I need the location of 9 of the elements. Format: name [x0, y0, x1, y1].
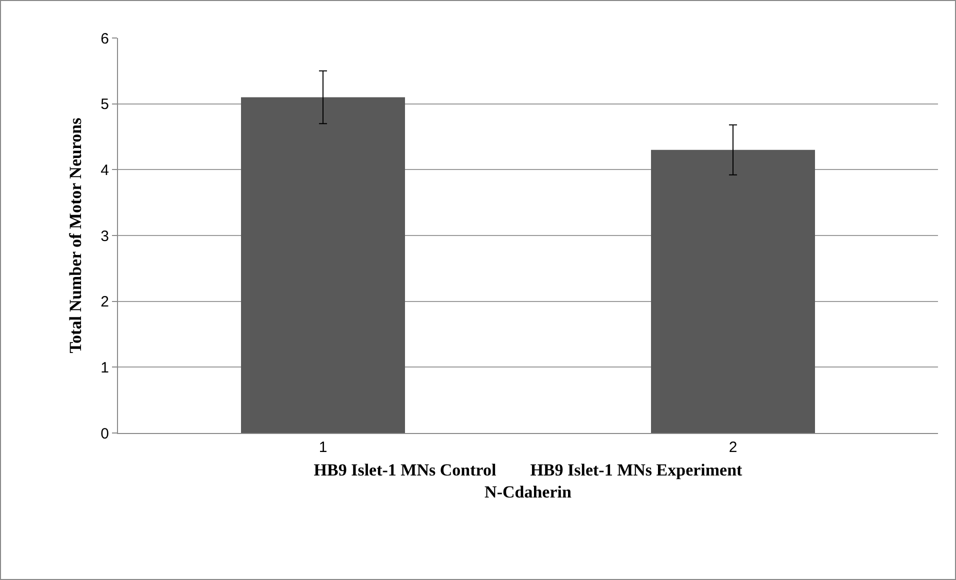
y-tick-label: 3 [100, 228, 109, 245]
y-tick-label: 1 [100, 359, 109, 376]
y-tick-label: 4 [100, 162, 109, 179]
x-axis-title: HB9 Islet-1 MNs Control HB9 Islet-1 MNs Experiment N-Cdaherin [314, 460, 743, 502]
y-tick-label: 2 [100, 294, 109, 311]
y-tick-label: 6 [100, 30, 109, 48]
y-axis-title: Total Number of Motor Neurons [66, 117, 86, 354]
y-tick-label: 0 [100, 425, 109, 442]
y-tick-label: 5 [100, 96, 109, 114]
